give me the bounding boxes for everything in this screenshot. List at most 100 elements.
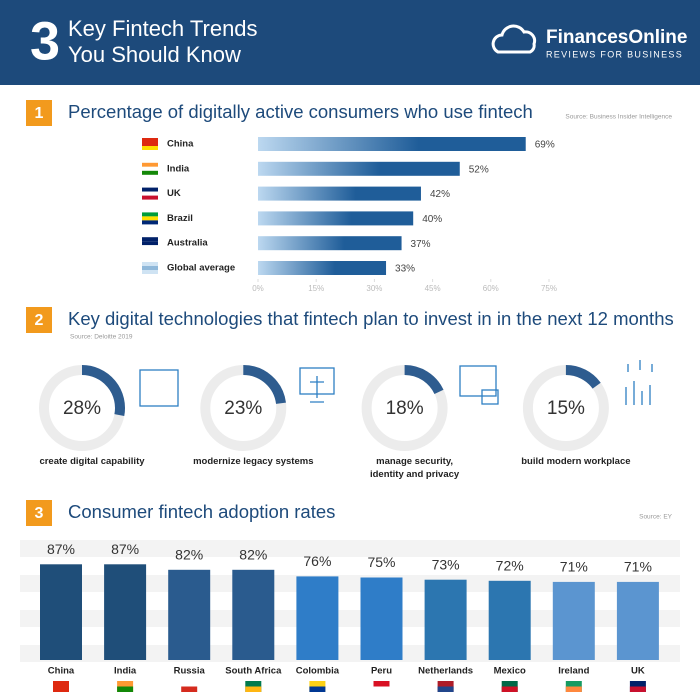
value-label: 76% xyxy=(303,553,331,569)
icons xyxy=(139,360,653,407)
header-number: 3 xyxy=(30,11,60,71)
category-label: build modern workplace xyxy=(521,456,631,467)
category-label: Ireland xyxy=(558,666,589,677)
value-label: 71% xyxy=(624,559,652,575)
value-label: 82% xyxy=(239,547,267,563)
label-box: build modern workplace xyxy=(521,456,631,467)
value-label: 82% xyxy=(175,547,203,563)
category-label: India xyxy=(167,163,190,174)
category-label: manage security, identity and privacy xyxy=(369,456,460,480)
flag xyxy=(629,686,646,692)
x-tick-label: 45% xyxy=(425,284,441,293)
category-label: Colombia xyxy=(296,666,340,677)
bar xyxy=(552,581,595,660)
donut-arc xyxy=(81,365,125,417)
flag xyxy=(309,686,326,692)
flag xyxy=(142,212,158,217)
category-label: Netherlands xyxy=(418,666,473,677)
category-label: UK xyxy=(167,188,181,199)
x-tick-label: 30% xyxy=(366,284,382,293)
flag xyxy=(142,166,158,171)
flag xyxy=(181,686,198,692)
section-badge xyxy=(26,307,52,333)
category-label: China xyxy=(48,666,75,677)
bar xyxy=(258,186,421,201)
icon xyxy=(139,369,179,407)
value-label: 33% xyxy=(395,264,415,275)
x-tick-label: 60% xyxy=(483,284,499,293)
bar xyxy=(40,564,82,660)
section-title: Consumer fintech adoption rates xyxy=(68,501,335,522)
category-label: Global average xyxy=(167,263,235,274)
donut-arc xyxy=(565,365,601,389)
source: Source: Deloitte 2019 xyxy=(70,334,133,341)
flag xyxy=(53,686,69,692)
flag xyxy=(142,195,158,200)
flag xyxy=(437,686,454,692)
category-label: Peru xyxy=(371,666,392,677)
section-title: Key digital technologies that fintech pl… xyxy=(68,308,674,329)
label-box: manage security, identity and privacy xyxy=(369,456,460,480)
value-label: 23% xyxy=(224,398,262,419)
value-label: 73% xyxy=(432,556,460,572)
bar xyxy=(232,569,275,660)
bar xyxy=(616,581,659,660)
value-label: 69% xyxy=(535,140,555,151)
value-label: 71% xyxy=(560,559,588,575)
section-badge xyxy=(26,500,52,526)
bar xyxy=(258,211,414,226)
bar xyxy=(488,580,531,660)
section-number: 2 xyxy=(35,312,44,329)
bar xyxy=(360,577,403,660)
flag xyxy=(142,245,158,250)
section-title: Percentage of digitally active consumers… xyxy=(68,101,533,122)
category-label: Mexico xyxy=(494,666,526,677)
icon xyxy=(459,365,497,397)
category-label: UK xyxy=(631,666,645,677)
flag xyxy=(142,220,158,225)
value-label: 40% xyxy=(422,214,442,225)
category-label: modernize legacy systems xyxy=(193,456,314,467)
flag xyxy=(142,241,158,246)
category-label: Russia xyxy=(174,666,206,677)
value-label: 52% xyxy=(469,164,489,175)
label-box: create digital capability xyxy=(39,456,144,467)
flag xyxy=(373,686,390,692)
bar xyxy=(168,569,211,660)
brand: FinancesOnline xyxy=(546,27,687,48)
donut-arc xyxy=(243,365,286,405)
value-label: 18% xyxy=(386,398,424,419)
bar xyxy=(258,236,402,251)
flag xyxy=(142,191,158,196)
flag xyxy=(565,686,582,692)
category-label: India xyxy=(114,666,137,677)
icon xyxy=(310,376,324,403)
flag xyxy=(142,262,158,266)
flag xyxy=(142,216,158,221)
flag xyxy=(142,162,158,167)
flag xyxy=(142,266,158,270)
bar xyxy=(258,161,460,176)
value-label: 72% xyxy=(496,558,524,574)
tagline: REVIEWS FOR BUSINESS xyxy=(546,49,683,59)
source: Source: EY xyxy=(639,514,673,521)
bar xyxy=(296,576,339,660)
section-number: 3 xyxy=(35,505,44,522)
x-tick-label: 15% xyxy=(308,284,324,293)
logo-icon xyxy=(491,24,537,54)
flag xyxy=(501,686,518,692)
section-number: 1 xyxy=(35,105,44,122)
flag xyxy=(117,686,134,692)
category-label: South Africa xyxy=(225,666,282,677)
value-label: 42% xyxy=(430,189,450,200)
header-title: You Should Know xyxy=(68,42,241,67)
bar xyxy=(104,564,147,660)
section-badge xyxy=(26,100,52,126)
flag xyxy=(245,686,262,692)
value-label: 28% xyxy=(63,398,101,419)
value-label: 87% xyxy=(47,541,75,557)
stripe xyxy=(20,540,680,557)
flag xyxy=(142,270,158,274)
